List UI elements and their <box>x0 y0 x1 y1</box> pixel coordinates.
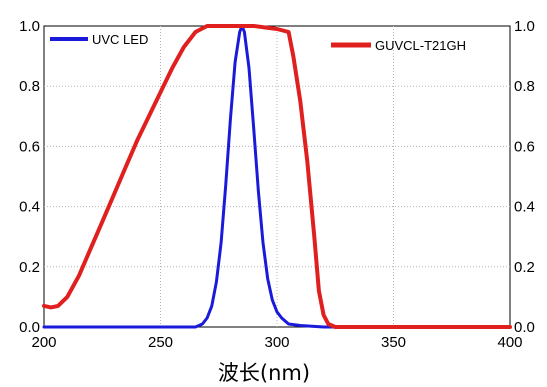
y-tick-labels-right: 0.0 0.2 0.4 0.6 0.8 1.0 <box>514 18 535 336</box>
y-tick-label-right: 0.0 <box>514 319 535 336</box>
x-tick-label: 200 <box>31 334 56 351</box>
y-tick-label-left: 0.6 <box>19 138 40 155</box>
y-tick-label-right: 0.2 <box>514 259 535 276</box>
x-axis-label: 波长(nm) <box>218 361 310 385</box>
grid-lines <box>44 26 510 327</box>
y-tick-label-right: 0.8 <box>514 78 535 95</box>
x-tick-label: 300 <box>264 334 289 351</box>
x-tick-labels: 200 250 300 350 400 <box>31 334 522 351</box>
y-tick-label-left: 1.0 <box>19 18 40 35</box>
y-tick-label-left: 0.4 <box>19 199 40 216</box>
series-line-uvc-led <box>42 24 512 329</box>
legend-label-uvc-led: UVC LED <box>92 32 148 47</box>
x-tick-label: 250 <box>148 334 173 351</box>
y-tick-label-left: 0.8 <box>19 78 40 95</box>
y-tick-label-right: 1.0 <box>514 18 535 35</box>
y-tick-label-left: 0.0 <box>19 319 40 336</box>
y-tick-label-left: 0.2 <box>19 259 40 276</box>
legend-uvc-led: UVC LED <box>50 32 148 47</box>
y-tick-label-right: 0.6 <box>514 138 535 155</box>
series-layer <box>42 24 512 329</box>
y-tick-label-right: 0.4 <box>514 199 535 216</box>
x-tick-label: 400 <box>497 334 522 351</box>
legend-guvcl: GUVCL-T21GH <box>331 38 466 53</box>
y-tick-labels-left: 0.0 0.2 0.4 0.6 0.8 1.0 <box>19 18 40 336</box>
legend-label-guvcl: GUVCL-T21GH <box>375 38 466 53</box>
x-tick-label: 350 <box>381 334 406 351</box>
series-line-guvcl-t21gh <box>42 24 512 329</box>
